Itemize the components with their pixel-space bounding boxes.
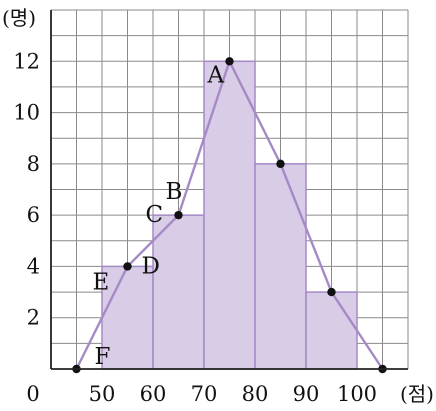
y-tick-label: 6 bbox=[27, 203, 40, 227]
polygon-point bbox=[174, 210, 183, 220]
x-tick-label: 50 bbox=[89, 382, 116, 406]
point-label-c: C bbox=[146, 202, 164, 228]
histogram-bar bbox=[305, 291, 358, 370]
polygon-point bbox=[276, 159, 285, 169]
x-tick-label: 100 bbox=[337, 382, 377, 406]
point-label-e: E bbox=[93, 269, 110, 295]
histogram-bar bbox=[152, 214, 205, 370]
histogram-bar bbox=[203, 60, 256, 370]
point-label-d: D bbox=[142, 253, 160, 279]
y-tick-label: 8 bbox=[27, 152, 40, 176]
origin-label: 0 bbox=[26, 382, 39, 406]
histogram-bar bbox=[254, 163, 307, 370]
tick-labels: 50 60 70 80 90 100 2 4 6 8 10 12 0 (명) (점) A BCD E F bbox=[2, 6, 434, 406]
polygon-point bbox=[327, 287, 336, 297]
x-tick-label: 70 bbox=[191, 382, 218, 406]
axes bbox=[50, 10, 408, 370]
y-tick-label: 12 bbox=[13, 49, 40, 73]
x-tick-label: 60 bbox=[140, 382, 167, 406]
point-label-f: F bbox=[95, 344, 111, 370]
polygon-point bbox=[225, 57, 234, 66]
x-tick-label: 90 bbox=[293, 382, 320, 406]
frequency-polygon bbox=[72, 57, 387, 374]
point-label-a: A bbox=[207, 62, 225, 88]
point-label-b: B bbox=[166, 179, 183, 205]
polygon-point bbox=[123, 262, 132, 271]
y-tick-label: 2 bbox=[27, 306, 40, 330]
y-tick-label: 4 bbox=[27, 254, 40, 278]
y-axis-label: (명) bbox=[2, 6, 36, 30]
x-axis-label: (점) bbox=[400, 382, 434, 406]
y-tick-label: 10 bbox=[13, 101, 40, 125]
x-tick-label: 80 bbox=[242, 382, 269, 406]
